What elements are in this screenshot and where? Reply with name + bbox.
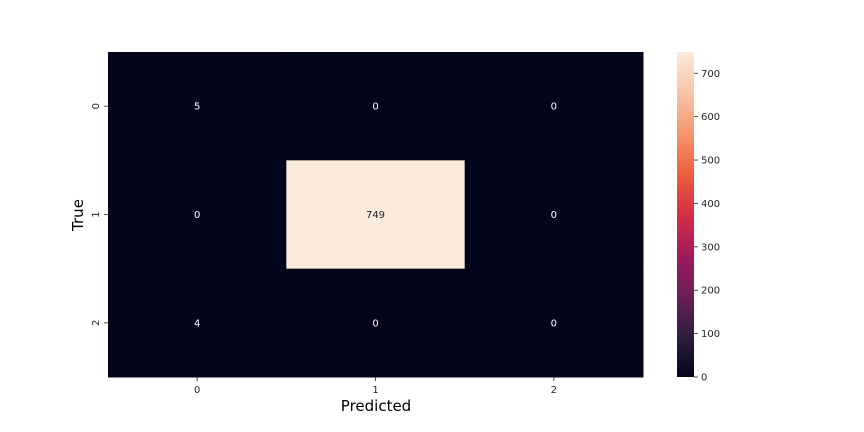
x-axis-label: Predicted	[341, 397, 411, 415]
x-axis-ticks: 0 1 2	[194, 377, 557, 396]
y-tick-label: 2	[91, 320, 102, 326]
heatmap-cell	[286, 160, 466, 270]
cell-value-label: 0	[551, 102, 557, 113]
heatmap-cell	[464, 160, 644, 270]
heatmap-cell	[108, 52, 287, 161]
colorbar-tick-label: 0	[701, 373, 707, 384]
heatmap-cells	[108, 52, 644, 378]
colorbar-tick-label: 600	[701, 112, 720, 123]
cell-value-label: 749	[366, 210, 385, 221]
y-tick-label: 1	[91, 211, 102, 217]
heatmap-cell	[108, 268, 287, 378]
colorbar-tick-label: 100	[701, 329, 720, 340]
colorbar-tick-label: 500	[701, 156, 720, 167]
heatmap-cell	[464, 268, 644, 378]
heatmap-cell-labels: 5 0 0 0 749 0 4 0 0	[194, 102, 557, 330]
cell-value-label: 0	[551, 210, 557, 221]
x-tick-label: 1	[372, 385, 378, 396]
cell-value-label: 0	[551, 318, 557, 329]
colorbar-tick-label: 200	[701, 286, 720, 297]
cell-value-label: 0	[372, 102, 378, 113]
heatmap-cell	[108, 160, 287, 270]
colorbar	[677, 52, 694, 377]
cell-value-label: 5	[194, 102, 200, 113]
colorbar-tick-label: 300	[701, 242, 720, 253]
x-tick-label: 0	[194, 385, 200, 396]
x-tick-label: 2	[551, 385, 557, 396]
heatmap-cell	[286, 268, 466, 378]
colorbar-tick-label: 700	[701, 69, 720, 80]
y-axis-ticks: 0 1 2	[91, 103, 108, 326]
heatmap-cell	[286, 52, 466, 161]
cell-value-label: 0	[194, 210, 200, 221]
y-axis-label: True	[69, 199, 87, 232]
heatmap-cell	[464, 52, 644, 161]
cell-value-label: 4	[194, 318, 200, 329]
colorbar-tick-label: 400	[701, 199, 720, 210]
colorbar-ticks: 0 100 200 300 400 500 600 700	[694, 69, 720, 384]
y-tick-label: 0	[91, 103, 102, 109]
cell-value-label: 0	[372, 318, 378, 329]
